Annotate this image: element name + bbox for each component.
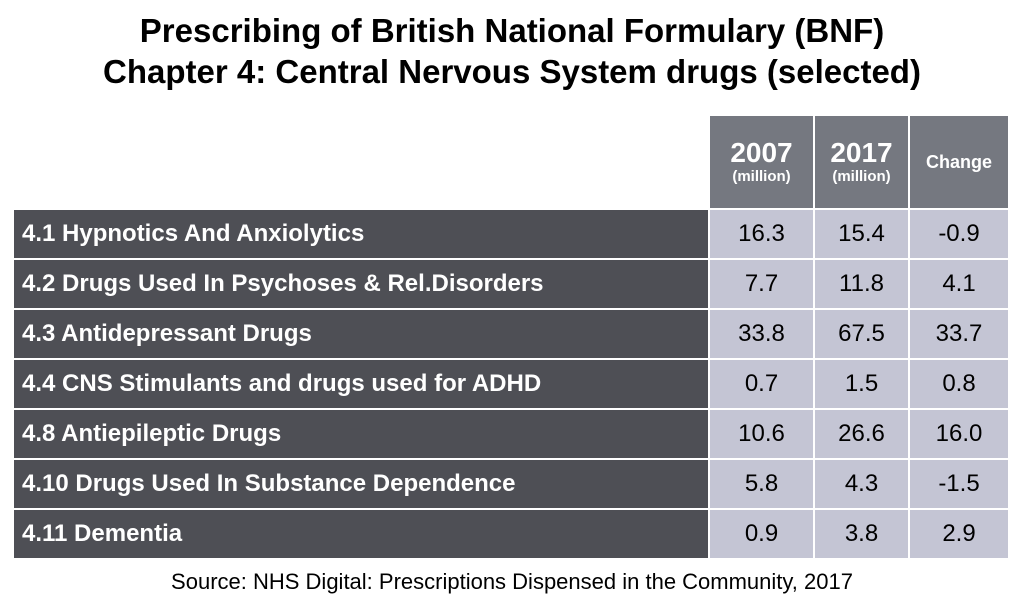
row-label: 4.4 CNS Stimulants and drugs used for AD… [14,360,708,408]
source-note: Source: NHS Digital: Prescriptions Dispe… [171,569,853,594]
row-label: 4.10 Drugs Used In Substance Dependence [14,460,708,508]
cell-2007: 0.9 [710,510,813,558]
title-line-2: Chapter 4: Central Nervous System drugs … [103,53,921,90]
cell-2017: 26.6 [815,410,908,458]
cell-2007: 16.3 [710,210,813,258]
table-corner [14,116,708,208]
column-header-change-label: Change [925,152,992,172]
data-table: 2007 (million) 2017 (million) Change 4.1… [14,116,1008,558]
cell-change: -0.9 [910,210,1008,258]
row-label: 4.2 Drugs Used In Psychoses & Rel.Disord… [14,260,708,308]
cell-2007: 0.7 [710,360,813,408]
row-label: 4.8 Antiepileptic Drugs [14,410,708,458]
cell-2017: 4.3 [815,460,908,508]
cell-change: 16.0 [910,410,1008,458]
column-header-2017: 2017 (million) [815,116,908,208]
cell-change: -1.5 [910,460,1008,508]
cell-2017: 67.5 [815,310,908,358]
cell-change: 33.7 [910,310,1008,358]
cell-change: 0.8 [910,360,1008,408]
title-line-1: Prescribing of British National Formular… [139,12,885,49]
cell-2017: 11.8 [815,260,908,308]
row-label: 4.3 Antidepressant Drugs [14,310,708,358]
cell-2007: 5.8 [710,460,813,508]
cell-2007: 7.7 [710,260,813,308]
row-label: 4.1 Hypnotics And Anxiolytics [14,210,708,258]
column-header-2007-unit: (million) [732,168,791,185]
cell-2007: 10.6 [710,410,813,458]
column-header-2007-label: 2007 [730,137,793,168]
column-header-2017-label: 2017 [830,137,893,168]
column-header-2017-unit: (million) [832,168,891,185]
cell-2017: 3.8 [815,510,908,558]
column-header-change: Change [910,116,1008,208]
column-header-2007: 2007 (million) [710,116,813,208]
chart-title: Prescribing of British National Formular… [0,10,1024,92]
cell-2007: 33.8 [710,310,813,358]
cell-change: 4.1 [910,260,1008,308]
cell-2017: 15.4 [815,210,908,258]
cell-2017: 1.5 [815,360,908,408]
cell-change: 2.9 [910,510,1008,558]
row-label: 4.11 Dementia [14,510,708,558]
